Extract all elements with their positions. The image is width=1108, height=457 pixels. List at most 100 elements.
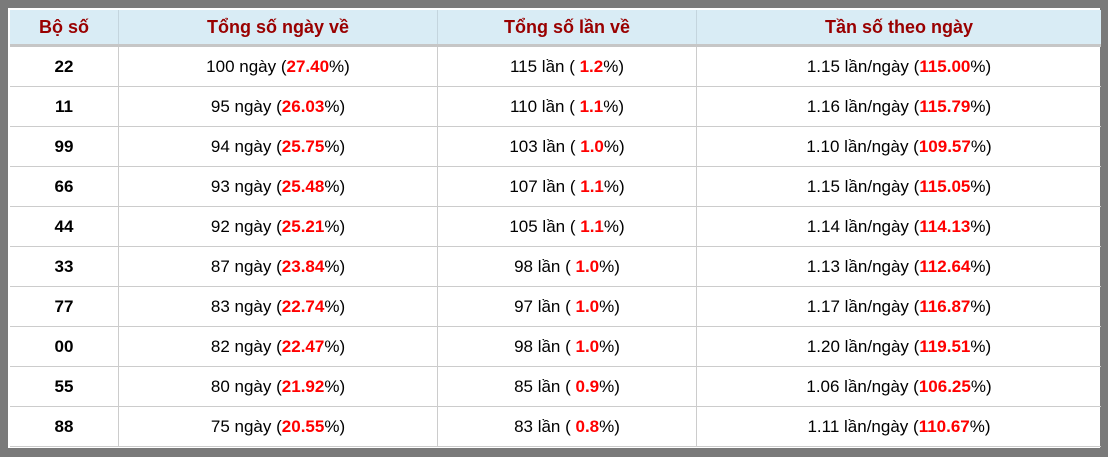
total-days-cell: 95 ngày (26.03%): [118, 86, 438, 127]
table-row: 88 75 ngày (20.55%) 83 lần ( 0.8%) 1.11 lần…: [10, 406, 1101, 447]
total-times-cell-text: 97 lần (: [514, 296, 576, 316]
table-row: 55 80 ngày (21.92%) 85 lần ( 0.9%) 1.06 lần…: [10, 366, 1101, 407]
total-times-cell: 98 lần ( 1.0%): [437, 246, 697, 287]
total-times-cell-suffix: %): [599, 336, 620, 356]
frequency-cell: 1.10 lần/ngày (109.57%): [696, 126, 1101, 167]
total-times-cell-percent-value: 1.1: [580, 176, 604, 196]
total-times-cell-text: 105 lần (: [509, 216, 581, 236]
frequency-cell-text: 1.20 lần/ngày (: [806, 336, 920, 356]
total-times-cell-percent-value: 0.8: [575, 416, 600, 436]
frequency-cell-percent-value: 106.25: [918, 376, 971, 396]
total-times-cell-suffix: %): [599, 256, 620, 276]
total-days-cell: 93 ngày (25.48%): [118, 166, 438, 207]
total-days-cell: 87 ngày (23.84%): [118, 246, 438, 287]
header-total-days: Tổng số ngày về: [118, 10, 438, 47]
total-times-cell-percent-value: 1.0: [575, 336, 600, 356]
total-times-cell-text: 110 lần (: [509, 96, 580, 116]
total-days-cell-text: 95 ngày (: [210, 96, 282, 116]
total-times-cell-percent-value: 1.1: [580, 216, 604, 236]
frequency-cell-percent-value: 116.87: [919, 296, 971, 316]
total-days-cell: 82 ngày (22.47%): [118, 326, 438, 367]
frequency-cell: 1.15 lần/ngày (115.00%): [696, 45, 1101, 87]
total-times-cell: 85 lần ( 0.9%): [437, 366, 697, 407]
total-days-cell: 100 ngày (27.40%): [118, 45, 438, 87]
total-times-cell-suffix: %): [603, 56, 625, 76]
frequency-cell: 1.06 lần/ngày (106.25%): [696, 366, 1101, 407]
total-times-cell: 103 lần ( 1.0%): [437, 126, 697, 167]
total-times-cell-suffix: %): [603, 136, 625, 156]
total-days-cell-percent-value: 22.47: [281, 336, 325, 356]
total-days-cell: 80 ngày (21.92%): [118, 366, 438, 407]
pair-number-cell: 99: [10, 126, 119, 167]
table-row: 44 92 ngày (25.21%) 105 lần ( 1.1%) 1.14 lầ…: [10, 206, 1101, 247]
pair-number-cell: 33: [10, 246, 119, 287]
frequency-cell-suffix: %): [970, 56, 992, 76]
table-row: 00 82 ngày (22.47%) 98 lần ( 1.0%) 1.20 lần…: [10, 326, 1101, 367]
total-days-cell-suffix: %): [324, 136, 346, 156]
total-days-cell-percent-value: 23.84: [281, 256, 325, 276]
table-row: 77 83 ngày (22.74%) 97 lần ( 1.0%) 1.17 lần…: [10, 286, 1101, 327]
total-times-cell: 107 lần ( 1.1%): [437, 166, 697, 207]
frequency-cell-percent-value: 119.51: [919, 336, 971, 356]
total-days-cell-percent-value: 27.40: [286, 56, 330, 76]
total-times-cell-suffix: %): [599, 376, 620, 396]
pair-number-cell: 88: [10, 406, 119, 447]
frequency-cell-suffix: %): [969, 416, 991, 436]
frequency-cell-percent-value: 110.67: [918, 416, 970, 436]
frequency-cell-suffix: %): [970, 176, 992, 196]
total-times-cell-percent-value: 0.9: [575, 376, 600, 396]
table-body: 22 100 ngày (27.40%) 115 lần ( 1.2%) 1.15 l…: [10, 45, 1101, 447]
frequency-cell-text: 1.13 lần/ngày (: [806, 256, 920, 276]
frequency-cell: 1.16 lần/ngày (115.79%): [696, 86, 1101, 127]
total-times-cell-percent-value: 1.1: [579, 96, 604, 116]
header-pair-number: Bộ số: [10, 10, 119, 47]
total-times-cell-text: 107 lần (: [509, 176, 581, 196]
table-header-row: Bộ số Tổng số ngày về Tổng số lần về Tần…: [10, 10, 1101, 47]
total-days-cell: 94 ngày (25.75%): [118, 126, 438, 167]
total-days-cell-suffix: %): [329, 56, 350, 76]
total-times-cell-suffix: %): [599, 416, 620, 436]
frequency-cell-text: 1.17 lần/ngày (: [806, 296, 920, 316]
frequency-cell-suffix: %): [970, 96, 992, 116]
total-days-cell-text: 92 ngày (: [210, 216, 282, 236]
frequency-cell-text: 1.15 lần/ngày (: [806, 176, 920, 196]
total-times-cell-suffix: %): [599, 296, 620, 316]
total-times-cell-text: 103 lần (: [509, 136, 581, 156]
frequency-cell: 1.11 lần/ngày (110.67%): [696, 406, 1101, 447]
frequency-cell-text: 1.15 lần/ngày (: [806, 56, 920, 76]
header-frequency-per-day: Tần số theo ngày: [696, 10, 1101, 47]
frequency-cell: 1.20 lần/ngày (119.51%): [696, 326, 1101, 367]
frequency-cell: 1.17 lần/ngày (116.87%): [696, 286, 1101, 327]
frequency-cell-percent-value: 115.05: [919, 176, 971, 196]
frequency-cell-suffix: %): [970, 296, 992, 316]
pair-number-cell: 44: [10, 206, 119, 247]
frequency-cell-percent-value: 109.57: [918, 136, 971, 156]
total-days-cell-percent-value: 20.55: [281, 416, 325, 436]
frequency-cell-text: 1.11 lần/ngày (: [807, 416, 919, 436]
total-days-cell-text: 100 ngày (: [206, 56, 287, 76]
total-times-cell-text: 85 lần (: [514, 376, 576, 396]
header-total-times: Tổng số lần về: [437, 10, 697, 47]
total-times-cell-percent-value: 1.0: [580, 136, 604, 156]
total-times-cell-text: 115 lần (: [509, 56, 580, 76]
total-times-cell: 115 lần ( 1.2%): [437, 45, 697, 87]
frequency-cell-suffix: %): [970, 336, 992, 356]
total-days-cell-percent-value: 26.03: [281, 96, 325, 116]
total-times-cell: 110 lần ( 1.1%): [437, 86, 697, 127]
pair-number-cell: 55: [10, 366, 119, 407]
total-days-cell-percent-value: 25.75: [281, 136, 325, 156]
total-times-cell-text: 98 lần (: [514, 336, 576, 356]
total-times-cell-text: 98 lần (: [514, 256, 576, 276]
pair-number-cell: 22: [10, 45, 119, 87]
frequency-cell-percent-value: 115.79: [919, 96, 971, 116]
total-times-cell: 83 lần ( 0.8%): [437, 406, 697, 447]
total-times-cell-text: 83 lần (: [514, 416, 576, 436]
total-times-cell: 97 lần ( 1.0%): [437, 286, 697, 327]
total-times-cell-suffix: %): [603, 96, 625, 116]
frequency-cell-suffix: %): [970, 256, 992, 276]
frequency-cell-percent-value: 112.64: [919, 256, 971, 276]
total-days-cell: 83 ngày (22.74%): [118, 286, 438, 327]
total-times-cell: 98 lần ( 1.0%): [437, 326, 697, 367]
total-days-cell-suffix: %): [324, 96, 346, 116]
table-row: 66 93 ngày (25.48%) 107 lần ( 1.1%) 1.15 lầ…: [10, 166, 1101, 207]
